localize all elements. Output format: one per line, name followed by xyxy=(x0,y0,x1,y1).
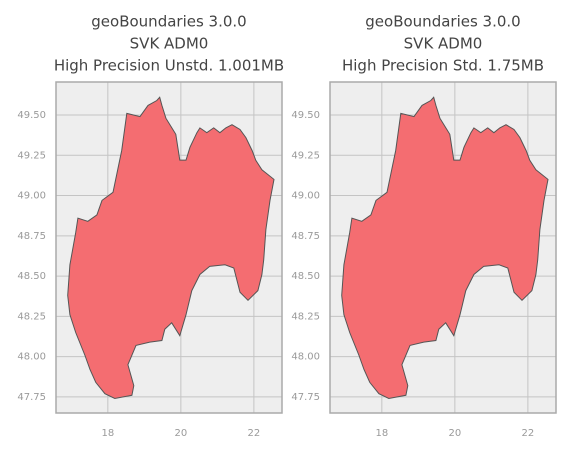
chart-title: SVK ADM0 xyxy=(130,35,209,53)
x-tick-label: 22 xyxy=(522,428,535,439)
boundary xyxy=(341,96,549,400)
y-tick-label: 48.25 xyxy=(17,311,46,322)
y-tick-label: 48.00 xyxy=(17,352,46,363)
chart-title: High Precision Std. 1.75MB xyxy=(342,57,544,75)
plot-frame xyxy=(55,81,283,414)
plot-frame xyxy=(329,81,557,414)
y-tick-label: 47.75 xyxy=(17,392,46,403)
y-tick-label: 49.00 xyxy=(17,191,46,202)
x-tick-label: 22 xyxy=(248,428,261,439)
x-tick-label: 20 xyxy=(174,428,187,439)
y-tick-label: 49.25 xyxy=(291,150,320,161)
y-tick-label: 49.50 xyxy=(17,110,46,121)
y-tick-label: 47.75 xyxy=(291,392,320,403)
x-tick-label: 20 xyxy=(448,428,461,439)
y-tick-label: 49.25 xyxy=(17,150,46,161)
chart-title: High Precision Unstd. 1.001MB xyxy=(54,57,284,75)
y-tick-label: 49.00 xyxy=(291,191,320,202)
y-tick-label: 49.50 xyxy=(291,110,320,121)
y-tick-label: 48.25 xyxy=(291,311,320,322)
x-tick-label: 18 xyxy=(375,428,388,439)
boundary xyxy=(67,96,275,400)
x-tick-label: 18 xyxy=(101,428,114,439)
y-tick-label: 48.75 xyxy=(291,231,320,242)
y-tick-label: 48.00 xyxy=(291,352,320,363)
chart-title: geoBoundaries 3.0.0 xyxy=(365,13,520,31)
y-tick-label: 48.50 xyxy=(17,271,46,282)
y-tick-label: 48.75 xyxy=(17,231,46,242)
y-tick-label: 48.50 xyxy=(291,271,320,282)
chart-title: SVK ADM0 xyxy=(404,35,483,53)
chart-title: geoBoundaries 3.0.0 xyxy=(91,13,246,31)
